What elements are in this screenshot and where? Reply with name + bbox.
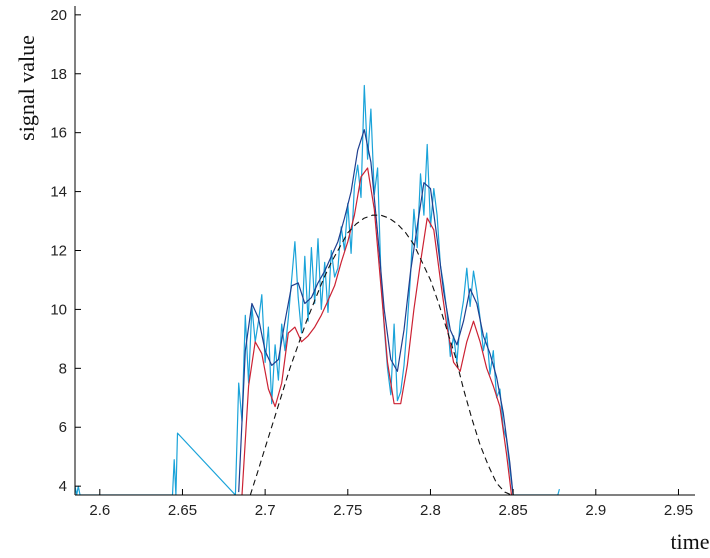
y-tick-label: 12 xyxy=(50,243,67,260)
axis-ticks: 2.6 2.65 2.7 2.75 2.8 2.85 2.9 2.95 4 6 8 10 12 14 16 1… xyxy=(50,7,693,519)
series-line-2 xyxy=(238,129,514,495)
plot-marks xyxy=(75,84,560,495)
y-tick-label: 16 xyxy=(50,125,67,142)
y-tick-label: 14 xyxy=(50,184,67,201)
series-line-1 xyxy=(75,84,560,495)
series-line-3 xyxy=(241,167,513,495)
y-tick-label: 20 xyxy=(50,7,67,24)
x-tick-label: 2.9 xyxy=(585,502,606,519)
x-axis-label: time xyxy=(670,529,709,554)
y-axis-label: signal value xyxy=(14,35,39,141)
y-tick-label: 18 xyxy=(50,66,67,83)
y-tick-label: 4 xyxy=(59,478,67,495)
y-tick-label: 10 xyxy=(50,301,67,318)
x-tick-label: 2.65 xyxy=(168,502,197,519)
x-tick-label: 2.95 xyxy=(664,502,693,519)
x-tick-label: 2.7 xyxy=(255,502,276,519)
x-tick-label: 2.75 xyxy=(333,502,362,519)
y-tick-label: 8 xyxy=(59,360,67,377)
series-line-4 xyxy=(249,214,512,495)
x-tick-label: 2.8 xyxy=(420,502,441,519)
x-tick-label: 2.85 xyxy=(499,502,528,519)
y-tick-label: 6 xyxy=(59,419,67,436)
x-tick-label: 2.6 xyxy=(89,502,110,519)
